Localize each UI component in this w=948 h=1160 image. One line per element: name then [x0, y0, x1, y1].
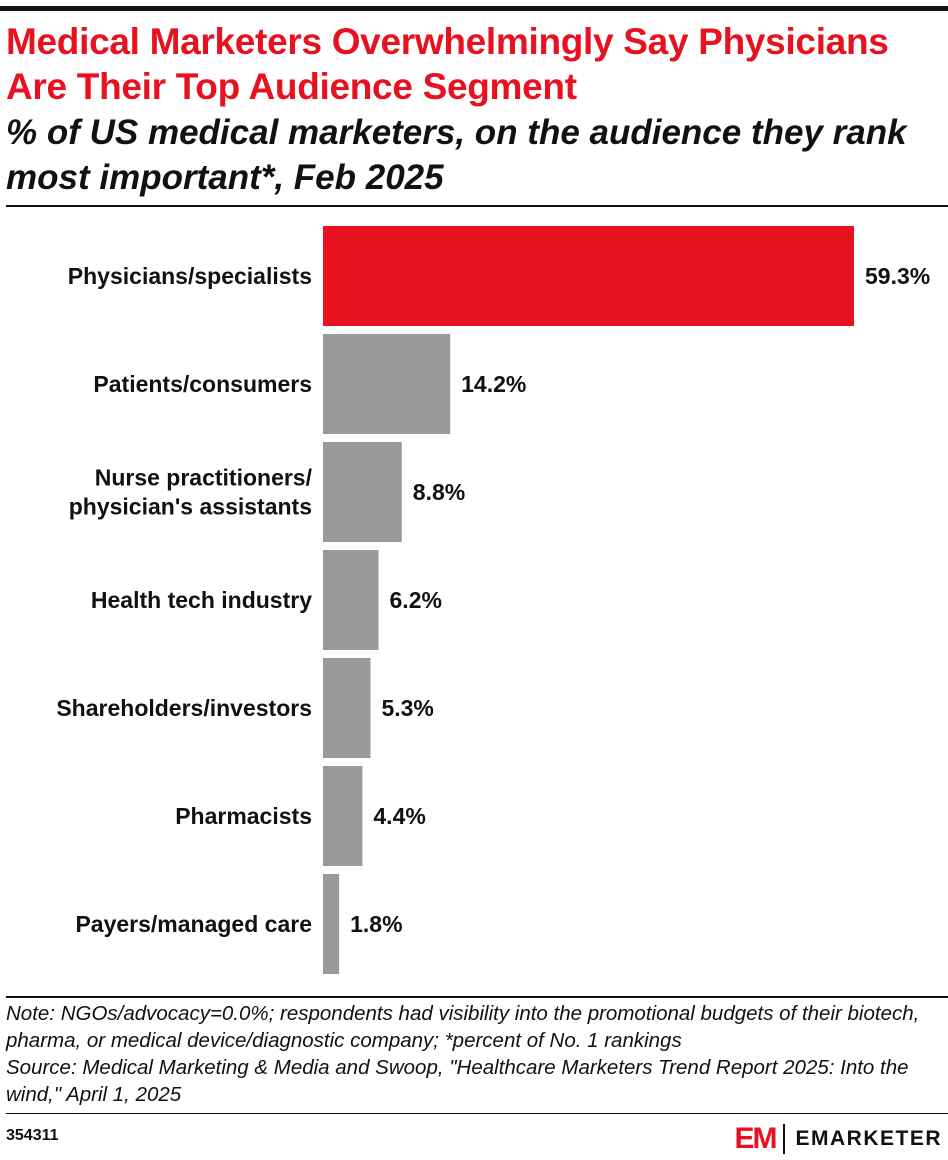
logo-wordmark: EMARKETER — [795, 1127, 942, 1150]
value-label-5: 5.3% — [381, 695, 433, 721]
bar-3 — [323, 442, 402, 542]
logo-mark: EM — [734, 1122, 777, 1155]
category-label-6: Pharmacists — [175, 803, 312, 829]
value-label-7: 1.8% — [350, 911, 402, 937]
value-label-2: 14.2% — [461, 371, 526, 397]
value-label-6: 4.4% — [373, 803, 425, 829]
chart-title: Medical Marketers Overwhelmingly Say Phy… — [6, 21, 889, 107]
category-label-3: Nurse practitioners/physician's assistan… — [69, 465, 313, 520]
value-label-3: 8.8% — [413, 479, 465, 505]
chart-subtitle: % of US medical marketers, on the audien… — [6, 113, 907, 197]
notes-divider — [6, 996, 948, 998]
category-label-7: Payers/managed care — [75, 911, 312, 937]
bar-5 — [323, 658, 371, 758]
emarketer-logo: EM EMARKETER — [734, 1122, 942, 1156]
notes-block: Note: NGOs/advocacy=0.0%; respondents ha… — [6, 1000, 941, 1108]
category-label-4: Health tech industry — [91, 587, 312, 613]
chart-note: Note: NGOs/advocacy=0.0%; respondents ha… — [6, 1002, 920, 1052]
value-label-4: 6.2% — [390, 587, 442, 613]
chart-id: 354311 — [6, 1127, 59, 1144]
bar-4 — [323, 550, 379, 650]
header-divider — [6, 205, 948, 207]
value-label-1: 59.3% — [865, 263, 930, 289]
category-label-2: Patients/consumers — [93, 371, 312, 397]
logo-separator — [783, 1124, 786, 1154]
bar-6 — [323, 766, 363, 866]
bar-chart: 59.3% Physicians/specialists 14.2% Patients… — [56, 226, 930, 974]
bar-2 — [323, 334, 451, 434]
bar-7 — [323, 874, 340, 974]
category-label-1: Physicians/specialists — [68, 263, 312, 289]
footer-divider — [6, 1113, 948, 1114]
category-label-5: Shareholders/investors — [56, 695, 312, 721]
chart-source: Source: Medical Marketing & Media and Sw… — [6, 1056, 909, 1106]
top-rule — [0, 6, 948, 11]
bar-1 — [323, 226, 854, 326]
